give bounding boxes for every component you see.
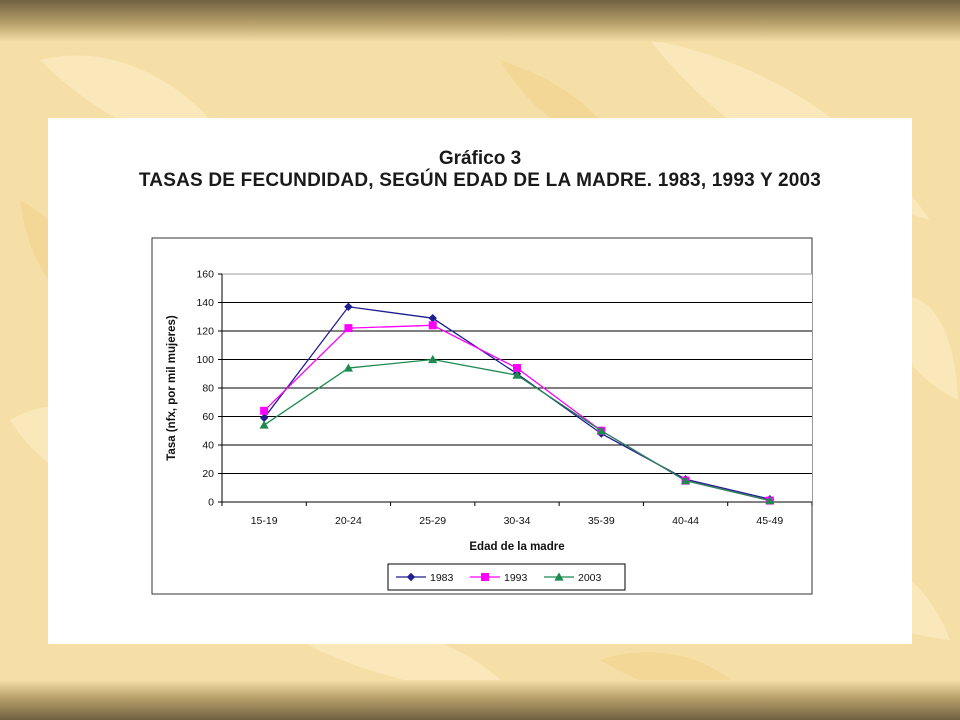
- data-point-2003: [512, 370, 522, 379]
- x-tick-label: 20-24: [335, 515, 362, 527]
- data-point-1983: [344, 302, 353, 311]
- y-tick-label: 60: [202, 411, 214, 423]
- y-axis-title: Tasa (nfx, por mil mujeres): [166, 315, 178, 461]
- y-tick-label: 100: [196, 354, 214, 366]
- data-point-1993: [344, 324, 353, 333]
- line-chart: 0 20 40 60 80 100 120 140 160 15-19 20-24 25-29 30-3…: [151, 237, 813, 595]
- legend-label-1983: 1983: [430, 572, 454, 584]
- data-point-2003: [680, 476, 691, 485]
- x-axis-title: Edad de la madre: [469, 541, 564, 553]
- x-tick-label: 45-49: [756, 515, 783, 527]
- y-tick-label: 160: [196, 269, 214, 281]
- data-point-2003: [596, 426, 606, 435]
- data-point-2003: [428, 354, 438, 364]
- legend-marker-1993: [481, 573, 489, 581]
- legend-marker-2003: [554, 572, 564, 581]
- chart-title: Gráfico 3: [438, 148, 522, 169]
- data-point-2003: [343, 363, 354, 372]
- x-tick-label: 35-39: [588, 515, 615, 527]
- data-point-1983: [428, 313, 437, 323]
- chart-subtitle: TASAS DE FECUNDIDAD, SEGÚN EDAD DE LA MA…: [138, 170, 822, 191]
- x-tick-label: 15-19: [251, 515, 278, 527]
- bottom-bar: [0, 680, 960, 720]
- data-point-1993: [428, 321, 437, 330]
- data-point-1993: [513, 364, 521, 373]
- data-point-2003: [259, 420, 269, 429]
- y-tick-label: 80: [202, 383, 214, 395]
- y-tick-label: 140: [196, 297, 214, 309]
- legend-box: [387, 563, 626, 591]
- legend-label-2003: 2003: [578, 572, 602, 584]
- y-tick-label: 20: [202, 468, 214, 480]
- legend-marker-1983: [406, 572, 416, 582]
- legend-label-1993: 1993: [504, 572, 528, 584]
- chart-panel: Gráfico 3 TASAS DE FECUNDIDAD, SEGÚN EDA…: [48, 118, 912, 644]
- data-point-1993: [260, 406, 269, 415]
- y-tick-label: 0: [208, 497, 214, 509]
- y-tick-label: 40: [202, 440, 214, 452]
- x-tick-label: 40-44: [672, 515, 699, 527]
- data-point-2003: [765, 495, 775, 505]
- y-tick-label: 120: [196, 326, 214, 338]
- x-tick-label: 25-29: [419, 515, 446, 527]
- top-bar: [0, 0, 960, 42]
- x-tick-label: 30-34: [504, 515, 531, 527]
